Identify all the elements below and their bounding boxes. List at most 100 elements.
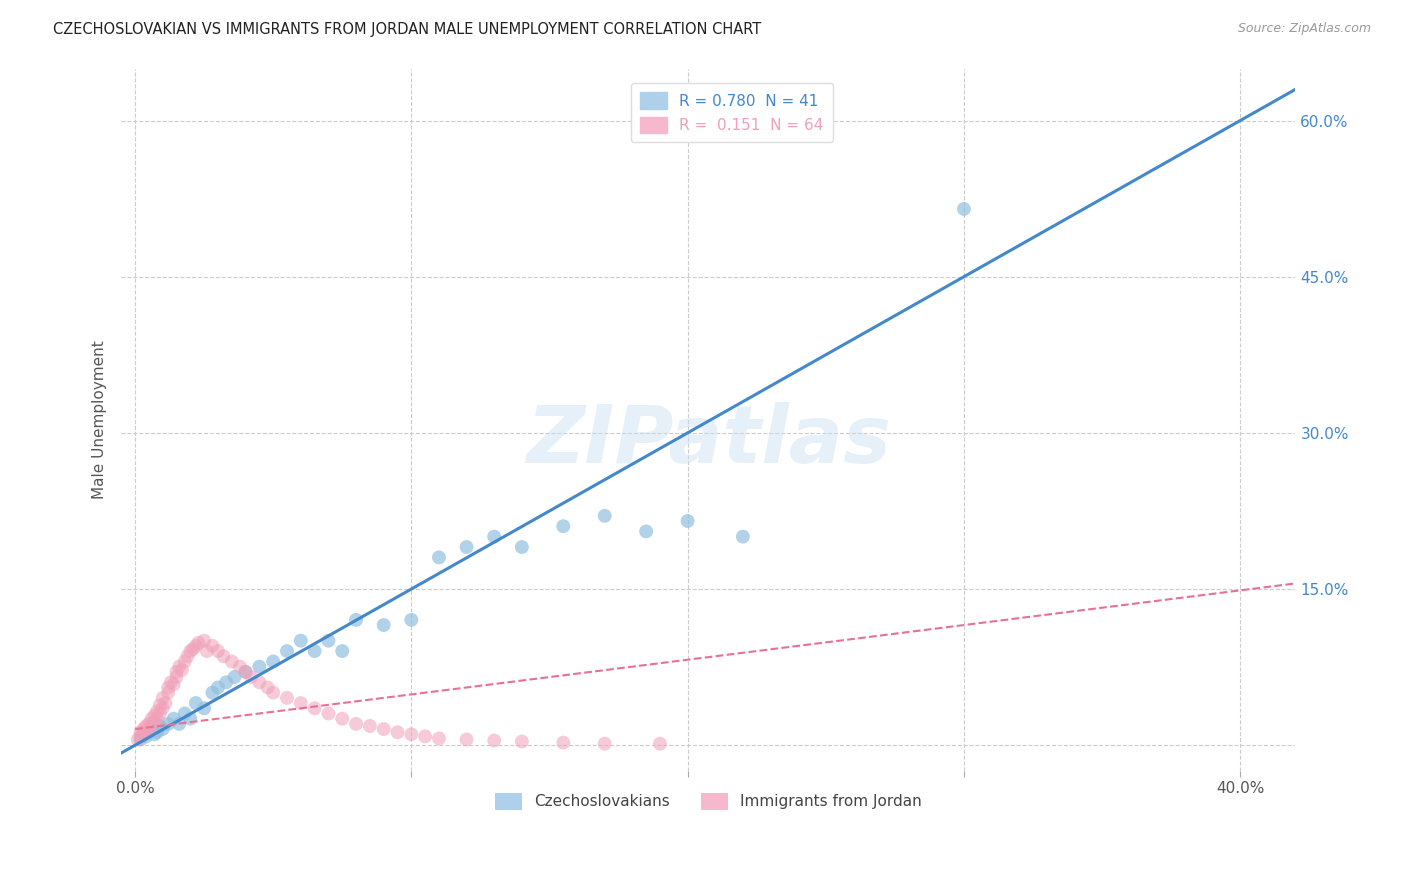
Point (427, 731, 450, 746)
Point (276, 690, 298, 705)
Point (195, 644, 218, 658)
Point (179, 644, 201, 658)
Point (193, 701, 215, 715)
Point (149, 706, 172, 721)
Point (146, 705, 169, 719)
Point (304, 701, 326, 715)
Point (163, 712, 186, 726)
Point (413, 730, 436, 744)
Point (731, 530, 754, 544)
Point (152, 722, 174, 736)
Point (224, 670, 246, 684)
Point (141, 722, 163, 736)
Point (132, 722, 155, 736)
Point (157, 681, 180, 695)
Point (149, 698, 172, 713)
Point (344, 613, 367, 627)
Point (163, 677, 186, 691)
Point (132, 727, 155, 741)
Point (149, 719, 172, 733)
Point (304, 644, 326, 658)
Point (138, 725, 160, 739)
Point (553, 519, 575, 533)
Point (157, 686, 180, 700)
Point (229, 659, 252, 673)
Point (593, 737, 616, 751)
Point (344, 717, 367, 731)
Point (201, 686, 224, 700)
Point (359, 719, 381, 733)
Point (553, 736, 575, 750)
Point (179, 712, 201, 726)
Text: CZECHOSLOVAKIAN VS IMMIGRANTS FROM JORDAN MALE UNEMPLOYMENT CORRELATION CHART: CZECHOSLOVAKIAN VS IMMIGRANTS FROM JORDA… (53, 22, 762, 37)
Point (427, 550, 450, 565)
Point (256, 681, 278, 695)
Point (135, 730, 157, 744)
Point (636, 524, 658, 539)
Point (152, 690, 174, 705)
Point (221, 655, 243, 669)
Point (176, 649, 198, 664)
Point (953, 202, 976, 216)
Point (212, 649, 235, 664)
Point (129, 725, 152, 739)
Point (215, 675, 238, 690)
Point (276, 644, 298, 658)
Point (676, 514, 699, 528)
Point (141, 719, 163, 733)
Point (143, 727, 166, 741)
Point (138, 717, 160, 731)
Y-axis label: Male Unemployment: Male Unemployment (93, 340, 107, 499)
Point (262, 686, 284, 700)
Point (184, 696, 207, 710)
Point (290, 633, 312, 648)
Legend: Czechoslovakians, Immigrants from Jordan: Czechoslovakians, Immigrants from Jordan (488, 787, 928, 815)
Point (201, 639, 224, 653)
Point (235, 665, 257, 679)
Point (132, 727, 155, 741)
Point (330, 644, 353, 658)
Point (173, 706, 195, 721)
Point (510, 540, 533, 554)
Point (207, 681, 229, 695)
Point (401, 727, 423, 741)
Point (330, 712, 353, 726)
Point (593, 508, 616, 523)
Point (290, 696, 312, 710)
Point (235, 665, 257, 679)
Point (141, 712, 163, 726)
Point (247, 675, 270, 690)
Point (456, 540, 478, 554)
Point (129, 730, 152, 744)
Point (160, 675, 183, 690)
Point (318, 706, 340, 721)
Point (167, 717, 190, 731)
Point (170, 663, 193, 677)
Point (387, 725, 409, 739)
Point (146, 712, 169, 726)
Point (143, 708, 166, 723)
Point (484, 733, 506, 747)
Point (135, 725, 157, 739)
Point (166, 665, 188, 679)
Point (155, 696, 177, 710)
Point (152, 701, 174, 715)
Point (373, 722, 395, 736)
Point (207, 644, 229, 658)
Point (187, 636, 209, 650)
Point (166, 670, 188, 684)
Point (401, 613, 423, 627)
Point (247, 659, 270, 673)
Point (456, 732, 478, 747)
Point (146, 725, 169, 739)
Point (167, 659, 190, 673)
Point (262, 655, 284, 669)
Point (648, 737, 671, 751)
Point (135, 719, 157, 733)
Point (193, 633, 215, 648)
Point (157, 717, 180, 731)
Point (143, 714, 166, 729)
Point (484, 530, 506, 544)
Text: ZIPatlas: ZIPatlas (526, 401, 891, 480)
Point (318, 633, 340, 648)
